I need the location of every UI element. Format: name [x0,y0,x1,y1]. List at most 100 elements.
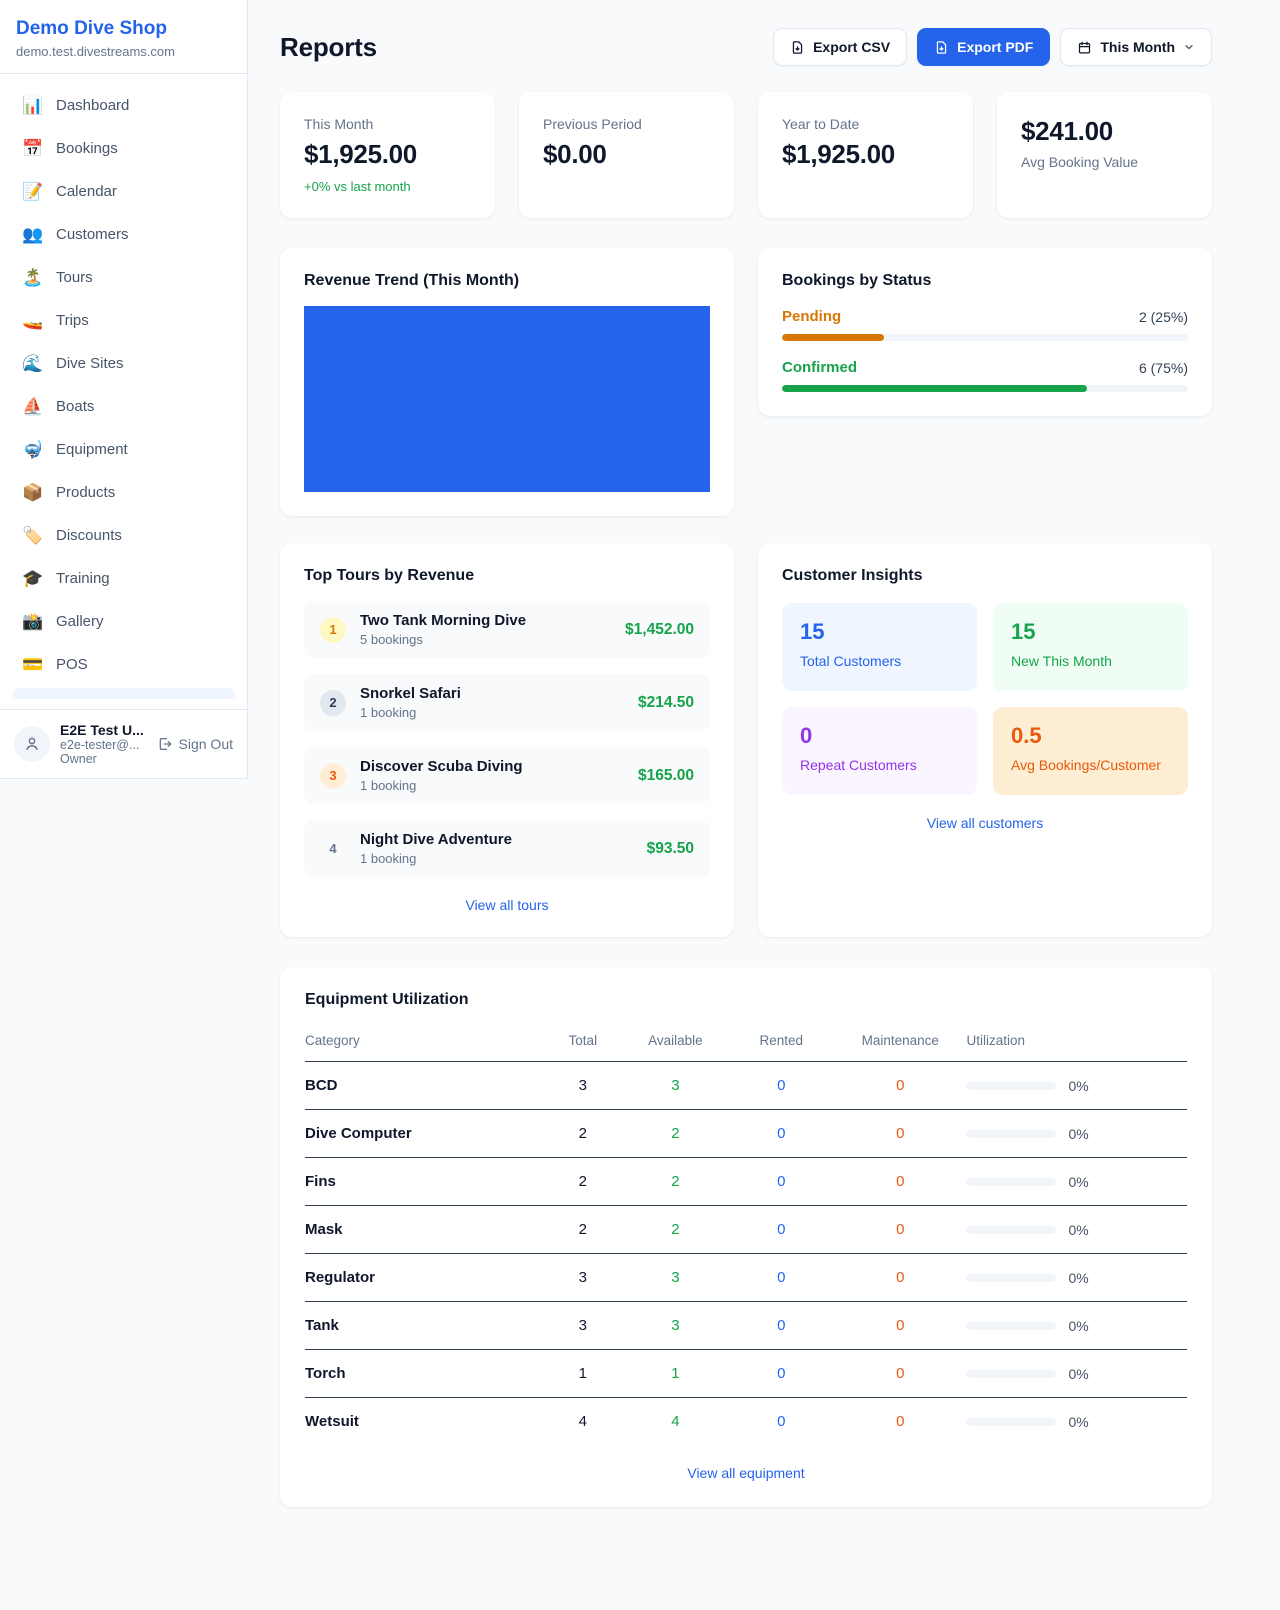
tour-bookings: 1 booking [360,778,417,793]
utilization-bar [966,1369,1057,1378]
export-pdf-button[interactable]: Export PDF [917,28,1051,66]
view-all-tours-link[interactable]: View all tours [465,897,549,913]
tile-value: 0.5 [1011,723,1042,748]
cell-maintenance: 0 [834,1349,967,1398]
utilization-bar [966,1129,1057,1138]
insight-tile-avg-bookings: 0.5 Avg Bookings/Customer [993,707,1188,795]
user-icon [26,737,38,750]
utilization-bar [966,1225,1057,1234]
shop-name[interactable]: Demo Dive Shop [16,18,167,39]
utilization-percent: 0% [1068,1413,1089,1430]
sidebar-item-pos[interactable]: 💳 POS [12,643,235,686]
tour-name: Night Dive Adventure [360,831,512,848]
sidebar-item-dashboard[interactable]: 📊 Dashboard [12,84,235,127]
table-row: Fins 2 2 0 0 0% [305,1157,1187,1206]
status-label: Pending [782,308,842,325]
utilization-percent: 0% [1068,1317,1089,1334]
stat-card-previous-period: Previous Period $0.00 [519,92,734,218]
period-dropdown[interactable]: This Month [1060,28,1212,66]
view-all-customers-link[interactable]: View all customers [926,815,1044,831]
table-row: BCD 3 3 0 0 0% [305,1061,1187,1110]
dashboard-icon: 📊 [22,95,44,115]
cell-rented: 0 [728,1349,835,1398]
sidebar-item-label: POS [56,656,88,673]
chevron-down-icon [1185,45,1193,50]
export-csv-label: Export CSV [813,39,891,55]
sign-out-button[interactable]: Sign Out [157,736,233,752]
period-label: This Month [1100,39,1175,55]
customer-insights-card: Customer Insights 15 Total Customers 15 … [758,543,1212,937]
top-tours-card: Top Tours by Revenue 1 Two Tank Morning … [280,543,734,937]
progress-track [782,334,1188,341]
sidebar-item-calendar[interactable]: 📝 Calendar [12,170,235,213]
speedboat-icon: 🚤 [22,310,44,330]
sidebar-item-tours[interactable]: 🏝️ Tours [12,256,235,299]
cell-total: 2 [543,1205,623,1254]
stat-value: $1,925.00 [304,139,417,169]
tour-name: Two Tank Morning Dive [360,612,527,629]
cell-category: Mask [305,1205,544,1254]
graduation-cap-icon: 🎓 [22,568,44,588]
view-all-equipment-link[interactable]: View all equipment [687,1465,805,1481]
cell-rented: 0 [728,1253,835,1302]
sailboat-icon: ⛵ [22,396,44,416]
cell-category: BCD [305,1061,544,1110]
card-title: Equipment Utilization [305,991,469,1008]
utilization-percent: 0% [1068,1365,1089,1382]
sidebar-item-boats[interactable]: ⛵ Boats [12,385,235,428]
sidebar-item-label: Calendar [56,183,117,200]
tour-name: Snorkel Safari [360,685,461,702]
export-csv-button[interactable]: Export CSV [773,28,908,66]
col-header-utilization: Utilization [966,1019,1187,1062]
insight-tile-total-customers: 15 Total Customers [782,603,977,691]
sidebar-item-products[interactable]: 📦 Products [12,471,235,514]
sidebar-item-label: Boats [56,398,95,415]
table-row: Dive Computer 2 2 0 0 0% [305,1109,1187,1158]
sidebar-active-item-partial[interactable] [12,688,235,699]
table-row: Regulator 3 3 0 0 0% [305,1253,1187,1302]
tour-row: 3 Discover Scuba Diving 1 booking $165.0… [304,747,710,804]
page-title: Reports [280,31,377,62]
calendar-icon [1079,41,1091,53]
cell-rented: 0 [777,1413,786,1430]
col-header-maintenance: Maintenance [834,1019,967,1062]
sidebar-item-training[interactable]: 🎓 Training [12,557,235,600]
customers-icon: 👥 [22,224,44,244]
tour-revenue: $214.50 [637,693,694,711]
sidebar-item-gallery[interactable]: 📸 Gallery [12,600,235,643]
sidebar-item-label: Trips [56,312,89,329]
sidebar-item-bookings[interactable]: 📅 Bookings [12,127,235,170]
sidebar-item-dive-sites[interactable]: 🌊 Dive Sites [12,342,235,385]
utilization-percent: 0% [1068,1269,1089,1286]
sidebar-item-label: Training [56,570,110,587]
cell-available: 3 [622,1253,729,1302]
tour-revenue: $93.50 [646,839,694,857]
progress-track [782,385,1188,392]
sidebar-item-customers[interactable]: 👥 Customers [12,213,235,256]
wave-icon: 🌊 [22,353,44,373]
sidebar-item-trips[interactable]: 🚤 Trips [12,299,235,342]
utilization-bar [966,1177,1057,1186]
cell-category: Torch [305,1349,544,1398]
cell-maintenance: 0 [834,1301,967,1350]
status-label: Confirmed [782,359,857,376]
sidebar-item-equipment[interactable]: 🤿 Equipment [12,428,235,471]
main-content: Reports Export CSV Export PDF This Month [248,0,1280,1547]
cell-maintenance: 0 [896,1413,905,1430]
cell-maintenance: 0 [834,1061,967,1110]
stat-trend: +0% vs last month [304,179,411,194]
cell-category: Fins [305,1157,544,1206]
cell-available: 2 [622,1157,729,1206]
utilization-percent: 0% [1068,1173,1089,1190]
cell-rented: 0 [728,1301,835,1350]
utilization-percent: 0% [1068,1125,1089,1142]
package-icon: 📦 [22,482,44,502]
cell-total: 1 [543,1349,623,1398]
sidebar-item-label: Dashboard [56,97,130,114]
sidebar-item-discounts[interactable]: 🏷️ Discounts [12,514,235,557]
cell-category: Regulator [305,1253,544,1302]
sidebar-item-label: Bookings [56,140,118,157]
tour-name: Discover Scuba Diving [360,758,523,775]
credit-card-icon: 💳 [22,654,44,674]
utilization-bar [966,1081,1057,1090]
